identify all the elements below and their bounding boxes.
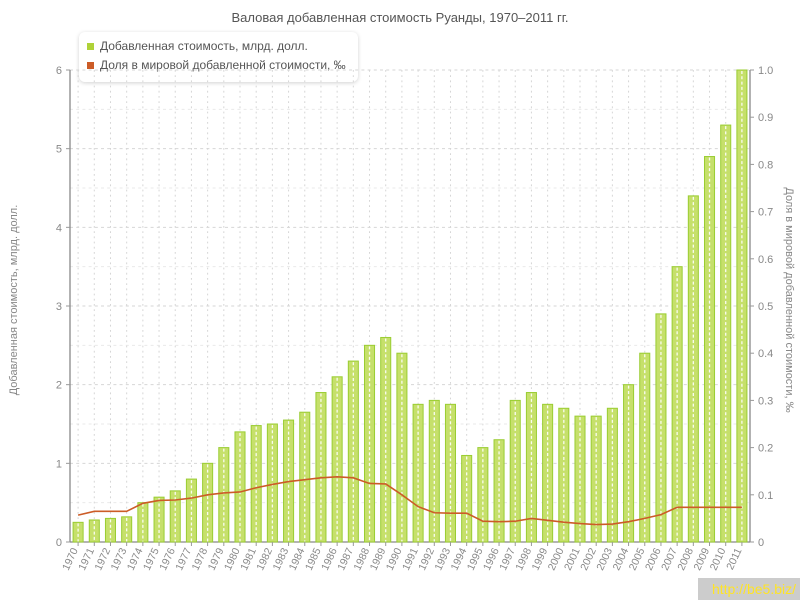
svg-text:1.0: 1.0 [758,65,773,77]
svg-text:6: 6 [56,65,62,77]
svg-text:0.7: 0.7 [758,207,773,219]
svg-text:0.1: 0.1 [758,490,773,502]
svg-text:0.8: 0.8 [758,159,773,171]
svg-text:3: 3 [56,301,62,313]
svg-text:0.3: 0.3 [758,395,773,407]
svg-text:1: 1 [56,458,62,470]
svg-text:0: 0 [56,537,62,549]
svg-text:0.2: 0.2 [758,443,773,455]
svg-text:0.6: 0.6 [758,254,773,266]
svg-text:4: 4 [56,222,62,234]
svg-text:2011: 2011 [724,546,744,572]
svg-text:2: 2 [56,380,62,392]
svg-text:0.9: 0.9 [758,112,773,124]
svg-text:0: 0 [758,537,764,549]
svg-text:0.4: 0.4 [758,348,773,360]
svg-text:5: 5 [56,144,62,156]
svg-text:2010: 2010 [708,546,729,572]
svg-text:0.5: 0.5 [758,301,773,313]
